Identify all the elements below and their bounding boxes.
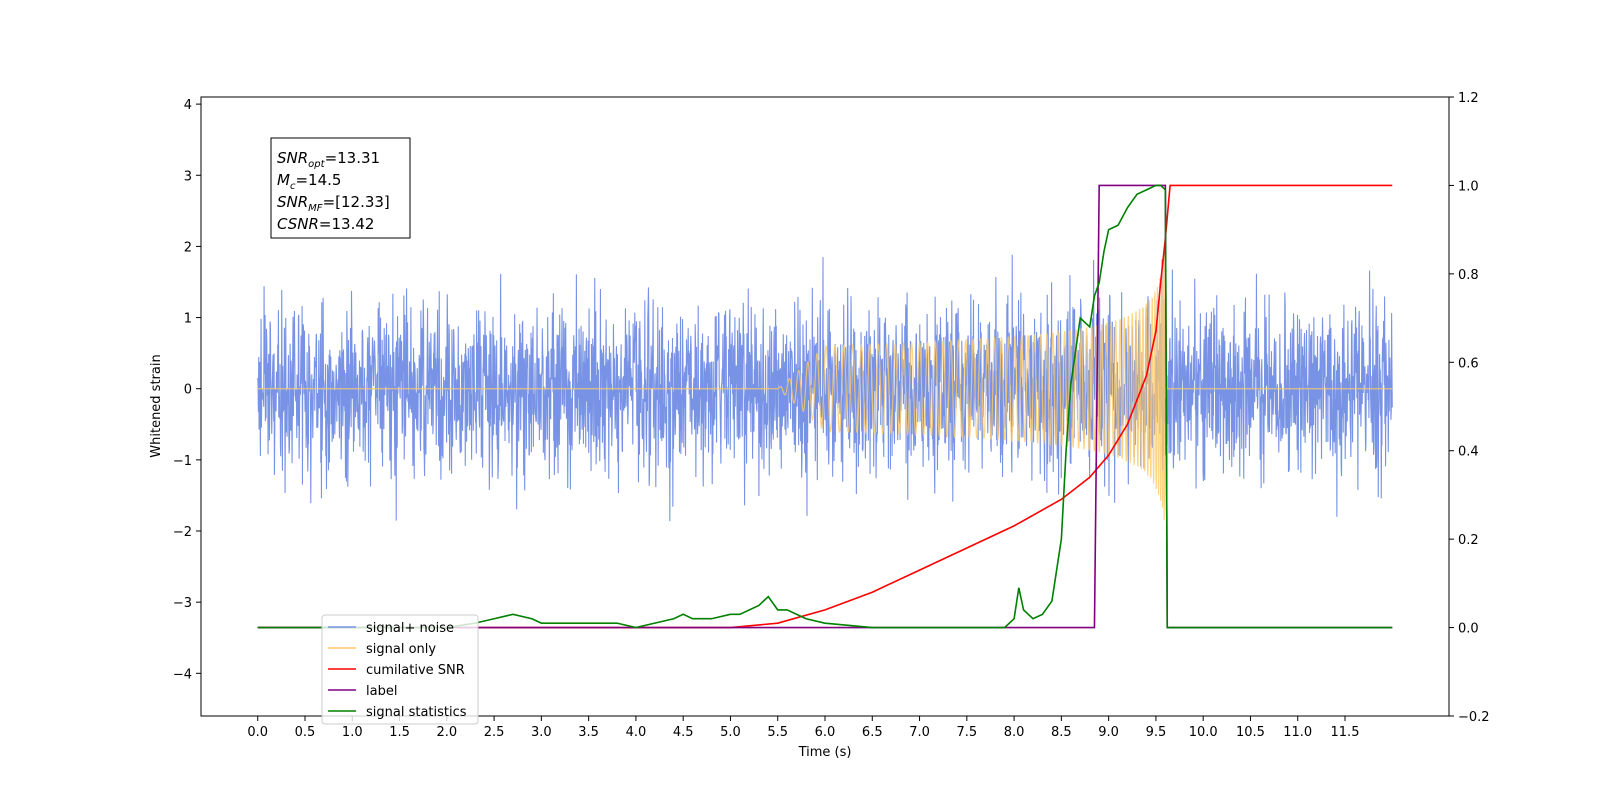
x-tick-label: 7.0: [909, 725, 930, 740]
legend-frame: [321, 614, 479, 725]
x-tick-label: 3.0: [531, 725, 552, 740]
x-tick-label: 5.0: [720, 725, 741, 740]
x-tick-label: 1.5: [389, 725, 410, 740]
y-tick-label: 0: [184, 383, 192, 398]
legend-label: signal only: [366, 642, 436, 657]
annotation-line: SNRopt=13.31: [277, 149, 380, 170]
x-axis: 0.0 0.5 1.0 1.5 2.0 2.5 3.0 3.5 4.0 4.5 5.0 5.5 6.0 6…: [247, 716, 1359, 740]
x-tick-label: 6.5: [862, 725, 883, 740]
plot-data: [257, 184, 1393, 629]
x-tick-label: 2.5: [484, 725, 505, 740]
legend-label: cumilative SNR: [366, 663, 465, 678]
x-tick-label: 4.5: [673, 725, 694, 740]
annotation-line: SNRMF=[12.33]: [277, 193, 390, 214]
series-signal-statistics: [257, 184, 1393, 629]
legend-label: signal statistics: [366, 705, 467, 720]
legend: signal+ noise signal only cumilative SNR la…: [321, 614, 479, 725]
x-tick-label: 7.5: [956, 725, 977, 740]
legend-label: label: [366, 684, 397, 699]
right-y-tick-label: 0.2: [1458, 533, 1479, 548]
y-tick-label: 2: [184, 240, 192, 255]
series-signal-only: [257, 251, 1393, 521]
x-tick-label: 1.0: [342, 725, 363, 740]
x-tick-label: 6.0: [815, 725, 836, 740]
y-tick-label: −4: [173, 667, 192, 682]
right-y-tick-label: 1.0: [1458, 179, 1479, 194]
x-tick-label: 11.0: [1283, 725, 1312, 740]
y-axis-label: Whitened strain: [149, 354, 164, 457]
right-y-tick-label: 0.6: [1458, 356, 1479, 371]
annotation-line: Mc=14.5: [277, 171, 341, 192]
series-cumulative-snr: [257, 184, 1393, 629]
x-tick-label: 8.5: [1051, 725, 1072, 740]
y-tick-label: −3: [173, 596, 192, 611]
x-axis-label: Time (s): [798, 745, 852, 760]
x-tick-label: 8.0: [1004, 725, 1025, 740]
y-axis-left: 4 3 2 1 0 −1 −2 −3 −4: [173, 98, 201, 682]
y-tick-label: 3: [184, 169, 192, 184]
y-tick-label: −1: [173, 454, 192, 469]
x-tick-label: 11.5: [1331, 725, 1360, 740]
x-tick-label: 10.5: [1236, 725, 1265, 740]
x-tick-label: 5.5: [767, 725, 788, 740]
series-signal-noise: [257, 254, 1393, 522]
x-tick-label: 9.0: [1098, 725, 1119, 740]
x-tick-label: 0.0: [247, 725, 268, 740]
x-tick-label: 2.0: [436, 725, 457, 740]
y-tick-label: 4: [184, 98, 192, 113]
right-y-tick-label: 0.4: [1458, 445, 1479, 460]
right-y-tick-label: 1.2: [1458, 91, 1479, 106]
stats-annotation-box: SNRopt=13.31Mc=14.5SNRMF=[12.33]CSNR=13.…: [270, 137, 411, 239]
y-tick-label: −2: [173, 525, 192, 540]
right-y-tick-label: −0.2: [1458, 710, 1490, 725]
legend-label: signal+ noise: [366, 621, 454, 636]
y-axis-right: 1.2 1.0 0.8 0.6 0.4 0.2 0.0 −0.2: [1449, 91, 1490, 725]
right-y-tick-label: 0.8: [1458, 268, 1479, 283]
right-y-tick-label: 0.0: [1458, 622, 1479, 637]
annotation-line: CSNR=13.42: [277, 215, 374, 233]
x-tick-label: 9.5: [1146, 725, 1167, 740]
x-tick-label: 4.0: [626, 725, 647, 740]
y-tick-label: 1: [184, 312, 192, 327]
x-tick-label: 10.0: [1189, 725, 1218, 740]
annotation-frame: [270, 137, 411, 239]
x-tick-label: 3.5: [578, 725, 599, 740]
x-tick-label: 0.5: [295, 725, 316, 740]
